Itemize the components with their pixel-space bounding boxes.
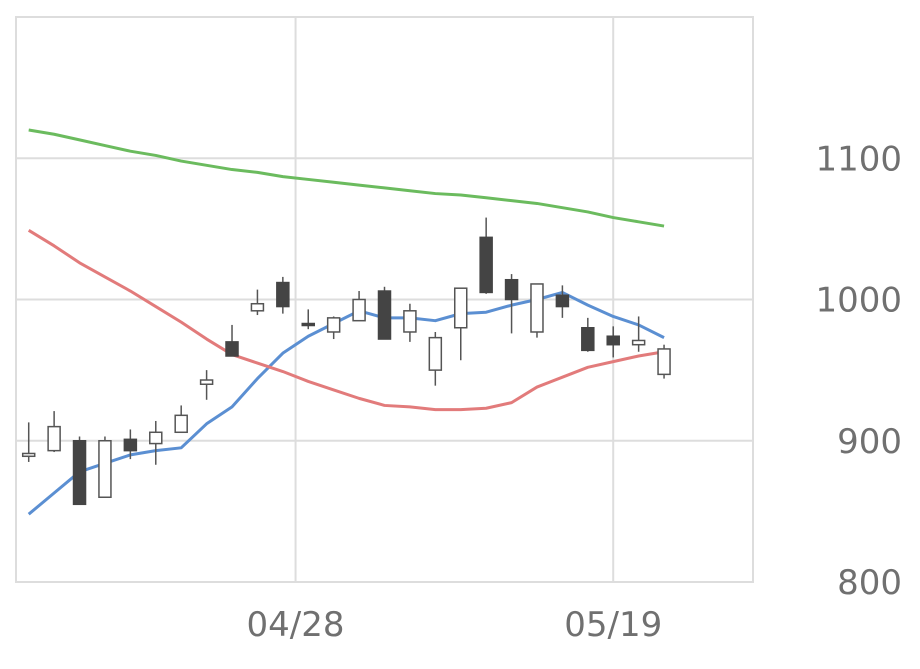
candle (606, 326, 620, 358)
candle (47, 411, 61, 453)
candle-body (47, 425, 61, 452)
candle-body (301, 322, 316, 327)
candle (250, 289, 265, 316)
grid (16, 17, 753, 582)
moving-average-line-1 (27, 290, 665, 516)
candle-body (98, 440, 112, 498)
candle (123, 429, 138, 460)
candle (301, 309, 316, 330)
candle (98, 436, 112, 498)
y-axis: 800 900 1000 1100 (815, 139, 902, 603)
candle (428, 331, 443, 386)
candle (479, 217, 493, 294)
candle (225, 324, 239, 357)
candle-body (504, 278, 519, 301)
candle-body (149, 431, 163, 445)
candle-body (225, 341, 239, 357)
candle (72, 436, 87, 506)
candle-body (123, 438, 138, 452)
candle (149, 420, 163, 465)
candle-body (326, 317, 341, 333)
candle-body (453, 287, 468, 329)
candle (352, 291, 366, 322)
candle-body (581, 327, 595, 352)
moving-average-line-2 (27, 229, 665, 412)
candles (21, 217, 671, 506)
candle-body (377, 290, 392, 340)
candle-body (555, 294, 570, 308)
y-tick-label: 800 (837, 563, 902, 603)
candle (174, 405, 188, 434)
x-tick-label: 05/19 (564, 605, 662, 645)
candle (326, 316, 341, 340)
candle (377, 286, 392, 340)
candle-body (199, 379, 214, 386)
candle-body (479, 236, 493, 294)
candle (276, 276, 290, 314)
candle (21, 422, 36, 462)
candle-body (72, 440, 87, 506)
candle (631, 316, 646, 352)
candle-body (403, 310, 417, 333)
candle (530, 283, 544, 338)
candle-body (174, 414, 188, 434)
candle (199, 370, 214, 400)
candle (657, 344, 671, 379)
moving-average-lines (27, 128, 665, 516)
candle-body (21, 452, 36, 458)
candle-body (657, 348, 671, 376)
x-tick-label: 04/28 (247, 605, 345, 645)
candle (581, 317, 595, 352)
y-tick-label: 1000 (815, 281, 902, 321)
candle (504, 274, 519, 334)
candle-body (530, 283, 544, 333)
y-tick-label: 900 (837, 422, 902, 462)
y-tick-label: 1100 (815, 139, 902, 179)
candle (403, 303, 417, 342)
candle-body (352, 298, 366, 322)
candle-body (250, 302, 265, 312)
x-axis: 04/28 05/19 (247, 605, 663, 645)
candle (555, 285, 570, 318)
candle-body (606, 335, 620, 346)
moving-average-line-3 (28, 128, 665, 228)
candle (453, 287, 468, 361)
candle-body (276, 281, 290, 308)
candle-body (631, 339, 646, 346)
candle-body (428, 336, 443, 371)
